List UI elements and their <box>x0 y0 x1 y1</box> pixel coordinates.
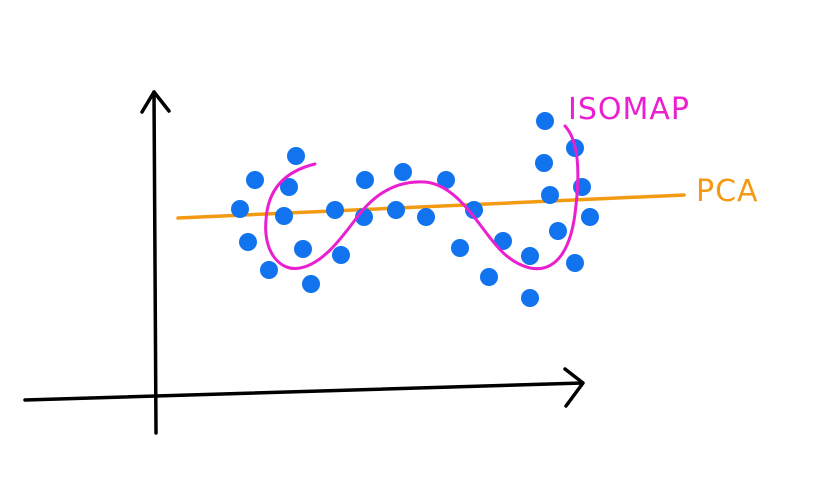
data-point <box>302 275 320 293</box>
y-axis-line <box>152 90 158 435</box>
isomap-curve <box>264 124 580 271</box>
data-point <box>260 261 278 279</box>
data-point <box>231 200 249 218</box>
data-point <box>521 289 539 307</box>
data-point <box>494 232 512 250</box>
data-point <box>239 233 257 251</box>
pca-label: PCA <box>696 174 759 209</box>
data-point <box>294 240 312 258</box>
data-point <box>246 171 264 189</box>
data-point <box>549 222 567 240</box>
data-point <box>287 147 305 165</box>
data-point <box>326 201 344 219</box>
data-point <box>465 201 483 219</box>
data-point <box>356 171 374 189</box>
data-points <box>231 112 599 307</box>
arrow-right-icon <box>563 367 585 408</box>
data-point <box>437 171 455 189</box>
data-point <box>417 208 435 226</box>
data-point <box>541 186 559 204</box>
data-point <box>521 247 539 265</box>
data-point <box>280 178 298 196</box>
data-point <box>394 163 412 181</box>
axes <box>23 90 585 435</box>
data-point <box>535 154 553 172</box>
isomap-label: ISOMAP <box>568 92 690 127</box>
data-point <box>566 254 584 272</box>
data-point <box>275 207 293 225</box>
pca-line <box>176 193 686 220</box>
data-point <box>536 112 554 130</box>
arrow-up-icon <box>140 90 171 114</box>
data-point <box>332 246 350 264</box>
x-axis-line <box>23 381 584 402</box>
data-point <box>387 201 405 219</box>
data-point <box>480 268 498 286</box>
data-point <box>581 208 599 226</box>
data-point <box>451 239 469 257</box>
